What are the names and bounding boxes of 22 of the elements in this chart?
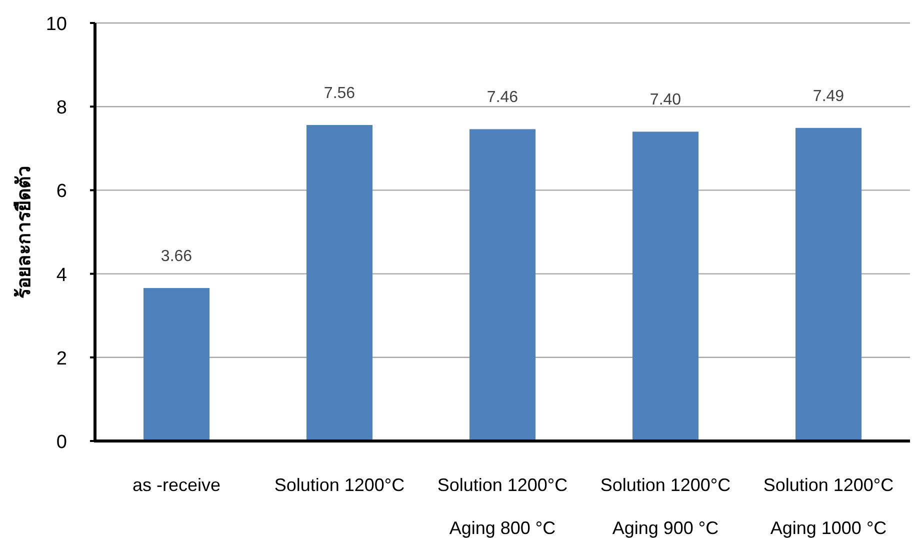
y-tick-label: 0 — [56, 432, 67, 453]
category-label: Solution 1200°C Aging 900 °C — [600, 475, 731, 538]
y-tick-label: 2 — [56, 348, 67, 370]
bar — [795, 128, 862, 441]
data-label: 3.66 — [160, 248, 192, 266]
data-label: 7.56 — [324, 84, 356, 102]
x-tick-label: Solution 1200°C — [274, 475, 405, 495]
bar — [632, 132, 699, 441]
y-tick-label: 6 — [56, 181, 67, 202]
y-axis-title: ร้อยละการยืดตัว — [13, 166, 35, 298]
bar — [469, 129, 536, 441]
data-label: 7.49 — [812, 88, 844, 105]
y-tick-label: 4 — [56, 264, 68, 286]
bar — [306, 124, 373, 441]
category-label: Solution 1200°C Aging 1000 °C — [763, 475, 894, 538]
y-tick-label: 10 — [46, 14, 67, 35]
y-tick-label: 8 — [56, 98, 67, 119]
x-tick-label: as -receive — [132, 475, 221, 495]
category-label: Solution 1200°C Aging 800 °C — [437, 475, 568, 538]
data-label: 7.46 — [486, 89, 518, 106]
data-label: 7.40 — [650, 92, 682, 109]
bar — [143, 288, 210, 441]
